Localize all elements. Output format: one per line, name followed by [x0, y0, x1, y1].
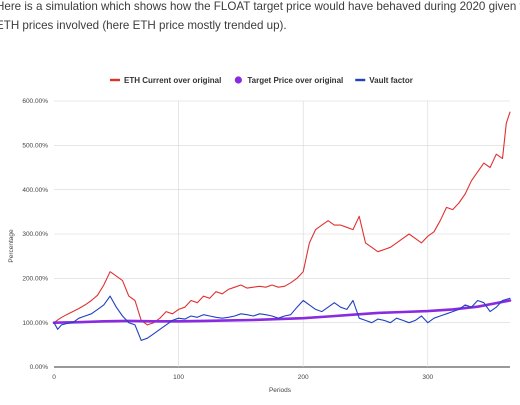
x-axis-title: Periods [269, 387, 292, 394]
legend: ETH Current over original Target Price ov… [110, 76, 413, 85]
y-axis-title: Percentage [8, 229, 15, 263]
legend-item-1: ETH Current over original [110, 76, 221, 85]
legend-label: ETH Current over original [124, 76, 221, 85]
y-tick-label: 200.00% [22, 276, 48, 283]
legend-item-3: Vault factor [355, 76, 413, 85]
y-tick-label: 400.00% [22, 187, 48, 194]
series-line-2 [52, 299, 512, 325]
x-tick-label: 200 [298, 374, 309, 381]
x-tick-label: 0 [52, 374, 56, 381]
y-tick-label: 500.00% [22, 143, 48, 150]
y-tick-label: 600.00% [22, 98, 48, 105]
x-tick-label: 100 [173, 374, 184, 381]
grid-lines [54, 100, 510, 368]
y-tick-label: 100.00% [22, 320, 48, 327]
legend-label: Vault factor [369, 76, 413, 85]
series-line-3 [53, 295, 511, 341]
intro-text: Here is a simulation which shows how the… [0, 0, 520, 32]
x-tick-label: 300 [422, 374, 433, 381]
y-tick-label: 0.00% [30, 364, 49, 371]
legend-swatch [234, 76, 242, 84]
line-chart: 0.00% 100.00% 200.00% 300.00% 400.00% 500.00%… [8, 76, 512, 394]
legend-item-2: Target Price over original [234, 76, 343, 85]
chart-container: 0.00% 100.00% 200.00% 300.00% 400.00% 500.00%… [0, 62, 520, 400]
legend-label: Target Price over original [247, 76, 343, 85]
series-lines [52, 111, 512, 341]
y-tick-label: 300.00% [22, 231, 48, 238]
series-line-1 [53, 111, 511, 326]
axes: 0.00% 100.00% 200.00% 300.00% 400.00% 500.00%… [22, 98, 433, 381]
